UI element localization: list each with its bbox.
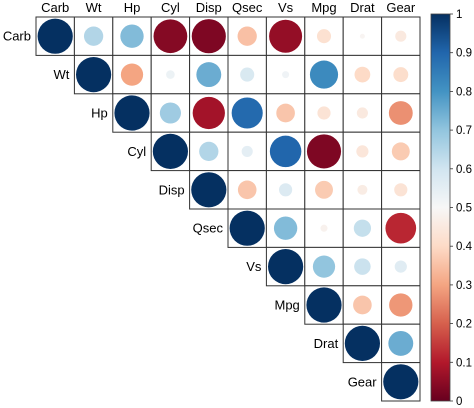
corr-circle-cyl-qsec [241,145,253,157]
colorbar-tick-label: 0.7 [456,125,472,137]
corr-circle-vs-mpg [312,255,336,278]
corr-circle-disp-gear [394,183,408,197]
corr-circle-hp-disp [192,96,225,130]
corr-circle-hp-hp [114,95,150,131]
matrix-grid [35,16,421,402]
corr-circle-carb-qsec [237,26,257,46]
corr-circle-wt-vs [282,71,290,79]
corr-circle-disp-mpg [315,180,333,199]
colorbar-gradient [430,13,451,402]
corr-circle-mpg-drat [353,295,372,315]
column-label-vs: Vs [278,0,294,15]
row-label-wt: Wt [54,67,70,82]
corr-circle-cyl-mpg [306,134,342,169]
variable-labels: Carb Wt Hp Cyl Disp Qsec Vs Mpg Drat Gear Carb Wt Hp… [3,0,416,389]
colorbar-tick-label: 0.3 [456,280,472,292]
corr-circle-carb-wt [83,26,104,46]
corr-circle-wt-qsec [240,67,255,82]
column-label-gear: Gear [386,0,416,15]
corr-circle-carb-drat [359,33,365,39]
corr-circle-cyl-disp [199,141,219,162]
column-label-disp: Disp [196,0,222,15]
cell-carb-mpg [304,16,344,56]
corr-circle-wt-drat [354,66,371,83]
corr-circle-qsec-mpg [320,224,328,232]
column-label-mpg: Mpg [311,0,336,15]
corr-circle-cyl-drat [356,145,369,158]
colorbar-tick-label: 0.9 [456,48,472,60]
row-label-drat: Drat [314,336,339,351]
corr-circle-vs-vs [268,249,304,285]
corr-circle-mpg-gear [389,293,413,317]
column-label-cyl: Cyl [161,0,180,15]
corr-circle-qsec-vs [273,216,298,240]
corr-circle-mpg-mpg [306,287,342,323]
corr-circle-vs-gear [394,260,407,273]
row-label-hp: Hp [91,106,108,121]
corr-circle-vs-drat [354,258,371,275]
column-label-qsec: Qsec [232,0,263,15]
corr-circle-disp-vs [279,183,293,197]
column-label-carb: Carb [41,0,69,15]
colorbar-tick-label: 0.1 [456,357,472,369]
corr-circle-carb-vs [269,19,303,53]
colorbar-tick-label: 0.5 [456,203,472,215]
row-label-cyl: Cyl [127,144,146,159]
corr-circle-wt-cyl [166,70,175,79]
corr-circle-hp-qsec [231,97,263,129]
corr-circle-hp-mpg [317,106,331,120]
colorbar: 0 0.1 0.2 0.3 0.4 0.5 0.6 0.7 0.8 0.9 1 [430,9,473,408]
corr-circle-gear-gear [383,364,419,400]
corr-circle-wt-wt [76,57,112,93]
corr-circle-cyl-gear [391,142,410,161]
colorbar-tick-label: 0.4 [456,241,473,253]
column-label-wt: Wt [86,0,102,15]
corr-circle-carb-mpg [316,29,332,44]
corr-circle-carb-carb [37,18,73,54]
corr-circle-wt-gear [393,67,409,83]
corr-circle-qsec-drat [353,219,372,237]
corr-circle-hp-drat [356,107,368,119]
row-label-carb: Carb [3,29,31,44]
corr-circle-hp-cyl [159,102,181,124]
cell-wt-disp [189,54,229,95]
column-label-drat: Drat [350,0,375,15]
corr-circle-carb-hp [120,24,144,48]
corr-circle-qsec-gear [385,212,417,244]
colorbar-tick-label: 1 [456,9,462,21]
colorbar-tick-label: 0.6 [456,164,472,176]
row-label-vs: Vs [246,259,262,274]
corr-circle-drat-gear [388,330,414,356]
corr-circle-disp-disp [191,172,227,208]
colorbar-tick-label: 0.2 [456,319,472,331]
corr-circle-wt-disp [196,62,222,88]
corr-circle-hp-vs [276,103,295,123]
corr-circle-qsec-qsec [229,210,265,246]
row-label-mpg: Mpg [275,298,300,313]
corr-circle-carb-disp [191,19,226,54]
corr-circle-drat-drat [344,325,380,361]
corr-circle-carb-cyl [153,19,188,54]
corr-circle-disp-drat [357,184,368,195]
corr-circle-disp-qsec [237,180,257,200]
corr-circle-cyl-vs [269,135,302,168]
row-label-disp: Disp [159,182,185,197]
corr-circle-cyl-cyl [152,133,188,169]
corr-circle-wt-hp [120,63,144,86]
colorbar-tick-label: 0 [456,396,462,408]
column-label-hp: Hp [124,0,141,15]
corr-circle-hp-gear [388,101,413,125]
row-label-qsec: Qsec [193,221,224,236]
row-label-gear: Gear [348,374,378,389]
corr-circle-wt-mpg [309,60,339,89]
corr-circle-carb-gear [395,30,407,42]
colorbar-tick-label: 0.8 [456,86,472,98]
